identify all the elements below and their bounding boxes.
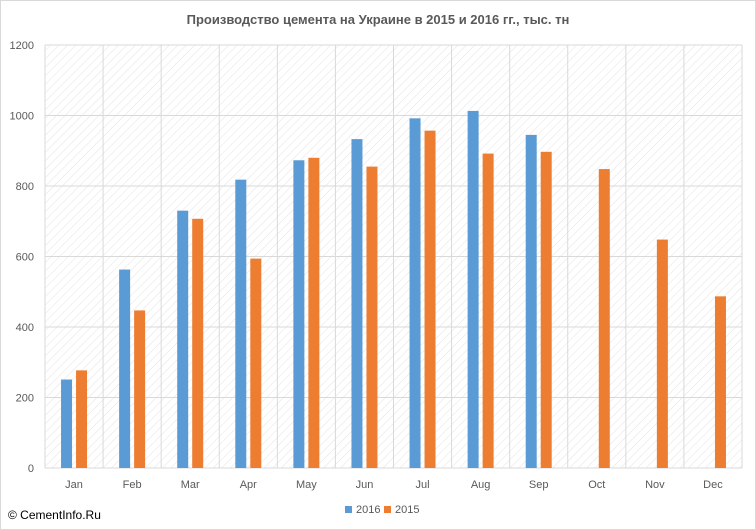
legend-label-2015: 2015 — [395, 504, 419, 516]
legend-label-2016: 2016 — [356, 504, 380, 516]
x-axis: Jan Feb Mar Apr May Jun Jul Aug Sep Oct Nov Dec — [65, 479, 723, 491]
bar-2015-jun — [366, 166, 378, 469]
bar-2015-sep — [540, 151, 552, 468]
bar-2015-jan — [76, 370, 88, 468]
bar-2016-feb — [119, 269, 131, 468]
bar-2016-sep — [525, 134, 537, 468]
bar-2015-feb — [134, 310, 146, 468]
x-tick-label: Mar — [181, 479, 200, 491]
y-tick-label: 400 — [16, 322, 34, 334]
y-tick-label: 600 — [16, 252, 34, 264]
y-tick-label: 1200 — [10, 40, 34, 52]
x-tick-label: Jul — [416, 479, 430, 491]
bar-2015-oct — [598, 169, 610, 468]
x-tick-label: May — [296, 479, 317, 491]
y-tick-label: 800 — [16, 181, 34, 193]
bar-2015-aug — [482, 153, 494, 468]
bar-2016-jan — [61, 379, 73, 468]
bar-2016-apr — [235, 179, 247, 468]
bar-2015-nov — [656, 239, 668, 468]
source-watermark: © CementInfo.Ru — [8, 508, 101, 522]
bar-2016-aug — [467, 110, 479, 468]
legend-swatch-2016 — [345, 506, 352, 513]
x-tick-label: Dec — [703, 479, 723, 491]
y-axis: 0 200 400 600 800 1000 1200 — [10, 40, 34, 475]
y-tick-label: 1000 — [10, 111, 34, 123]
bar-2015-apr — [250, 258, 262, 468]
gridlines — [44, 44, 743, 469]
legend: 2016 2015 — [345, 504, 419, 516]
bar-2015-jul — [424, 130, 436, 468]
bar-2015-dec — [714, 296, 726, 468]
x-tick-label: Apr — [240, 479, 257, 491]
bar-2015-may — [308, 157, 320, 469]
bar-2016-may — [293, 160, 305, 468]
y-tick-label: 0 — [28, 463, 34, 475]
x-tick-label: Sep — [529, 479, 549, 491]
x-tick-label: Jan — [65, 479, 83, 491]
bars — [61, 110, 726, 469]
bar-2015-mar — [192, 218, 204, 468]
x-tick-label: Oct — [588, 479, 605, 491]
bar-2016-jul — [409, 118, 421, 468]
bar-2016-mar — [177, 210, 189, 469]
bar-2016-jun — [351, 139, 363, 468]
legend-swatch-2015 — [384, 506, 391, 513]
x-tick-label: Feb — [123, 479, 142, 491]
chart-title: Производство цемента на Украине в 2015 и… — [187, 12, 570, 27]
x-tick-label: Aug — [471, 479, 491, 491]
y-tick-label: 200 — [16, 393, 34, 405]
x-tick-label: Jun — [356, 479, 374, 491]
x-tick-label: Nov — [645, 479, 665, 491]
